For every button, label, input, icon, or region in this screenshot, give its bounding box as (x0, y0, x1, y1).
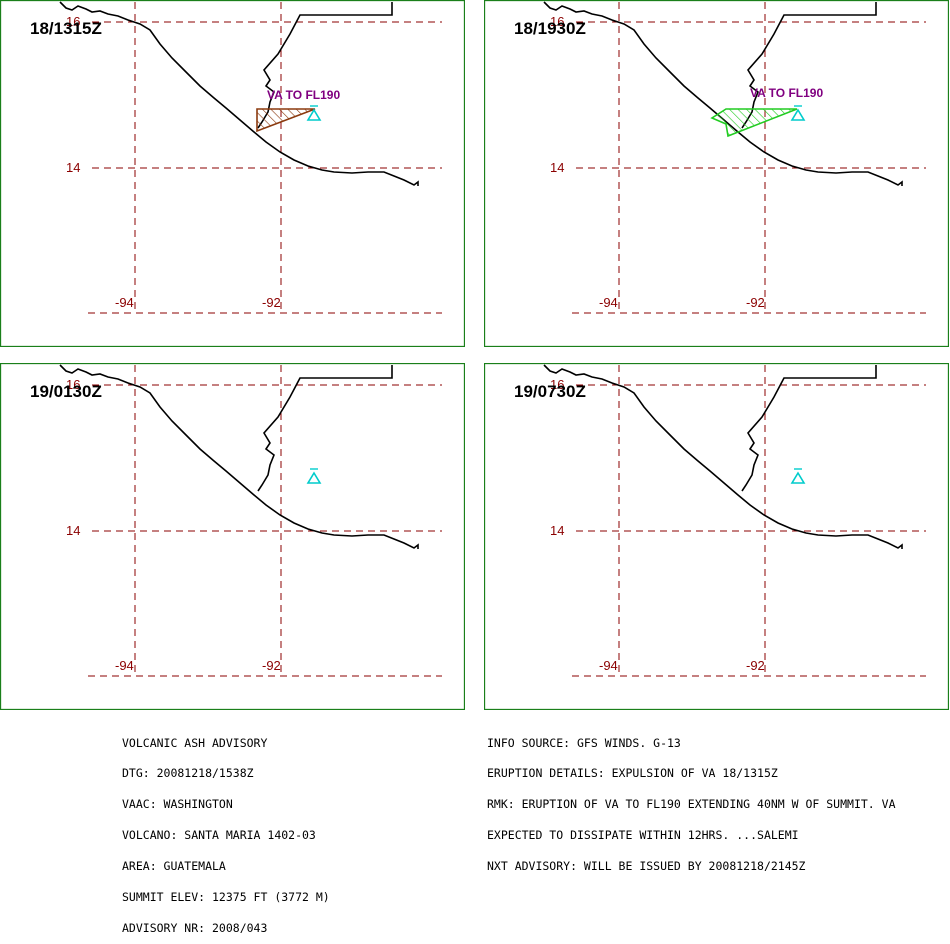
map-panel-2: 16 14 -94 -92 VA TO FL190 18/1930Z (484, 0, 949, 347)
panel-frame (0, 0, 465, 347)
country-border (741, 365, 877, 492)
country-border (257, 365, 393, 492)
advisory-line: SUMMIT ELEV: 12375 FT (3772 M) (122, 890, 330, 905)
map-canvas: 16 14 -94 -92 VA TO FL190 18/1930Z (484, 0, 949, 347)
lon-94-label: -94 (599, 295, 618, 310)
lon-94-label: -94 (115, 658, 134, 673)
advisory-line: VAAC: WASHINGTON (122, 797, 233, 812)
lat-14-label: 14 (550, 523, 564, 538)
panel-frame (484, 363, 949, 710)
ash-level-label: VA TO FL190 (750, 86, 823, 100)
advisory-text-right: INFO SOURCE: GFS WINDS. G-13 ERUPTION DE… (487, 717, 896, 882)
volcano-triangle-icon (790, 108, 806, 121)
coastline (59, 1, 419, 186)
lon-92-label: -92 (746, 658, 765, 673)
forecast-time-label: 18/1930Z (514, 19, 586, 38)
lat-16-label: 16 (550, 14, 564, 29)
map-canvas: 16 14 -94 -92 19/0730Z (484, 363, 949, 710)
lat-14-label: 14 (66, 523, 80, 538)
ash-level-label: VA TO FL190 (267, 88, 340, 102)
panel-frame (0, 363, 465, 710)
coastline (59, 364, 419, 549)
coastline (543, 364, 903, 549)
advisory-line: AREA: GUATEMALA (122, 859, 226, 874)
lon-94-label: -94 (599, 658, 618, 673)
advisory-line: NXT ADVISORY: WILL BE ISSUED BY 20081218… (487, 859, 806, 874)
volcano-triangle-icon (306, 471, 322, 484)
lat-14-label: 14 (550, 160, 564, 175)
forecast-time-label: 18/1315Z (30, 19, 102, 38)
lat-16-label: 16 (550, 377, 564, 392)
volcano-triangle-icon (790, 471, 806, 484)
advisory-text-left: VOLCANIC ASH ADVISORY DTG: 20081218/1538… (122, 717, 330, 944)
advisory-line: VOLCANIC ASH ADVISORY (122, 735, 268, 750)
map-canvas: 16 14 -94 -92 VA TO FL190 18/1315Z (0, 0, 465, 347)
lon-92-label: -92 (262, 658, 281, 673)
advisory-line: DTG: 20081218/1538Z (122, 766, 254, 781)
ash-cloud-polygon (256, 108, 316, 133)
lon-92-label: -92 (262, 295, 281, 310)
advisory-line: VOLCANO: SANTA MARIA 1402-03 (122, 828, 316, 843)
advisory-line: ADVISORY NR: 2008/043 (122, 920, 268, 935)
lon-94-label: -94 (115, 295, 134, 310)
lat-16-label: 16 (66, 377, 80, 392)
advisory-line: RMK: ERUPTION OF VA TO FL190 EXTENDING 4… (487, 797, 896, 812)
advisory-line: INFO SOURCE: GFS WINDS. G-13 (487, 735, 681, 750)
advisory-line: ERUPTION DETAILS: EXPULSION OF VA 18/131… (487, 766, 778, 781)
forecast-time-label: 19/0730Z (514, 382, 586, 401)
map-panel-3: 16 14 -94 -92 19/0130Z (0, 363, 465, 710)
ash-cloud-polygon (710, 108, 798, 138)
forecast-time-label: 19/0130Z (30, 382, 102, 401)
advisory-line: EXPECTED TO DISSIPATE WITHIN 12HRS. ...S… (487, 828, 799, 843)
map-panel-1: 16 14 -94 -92 VA TO FL190 18/1315Z (0, 0, 465, 347)
coastline (543, 1, 903, 186)
lat-16-label: 16 (66, 14, 80, 29)
lat-14-label: 14 (66, 160, 80, 175)
map-panel-4: 16 14 -94 -92 19/0730Z (484, 363, 949, 710)
map-canvas: 16 14 -94 -92 19/0130Z (0, 363, 465, 710)
volcano-triangle-icon (306, 108, 322, 121)
lon-92-label: -92 (746, 295, 765, 310)
panel-frame (484, 0, 949, 347)
